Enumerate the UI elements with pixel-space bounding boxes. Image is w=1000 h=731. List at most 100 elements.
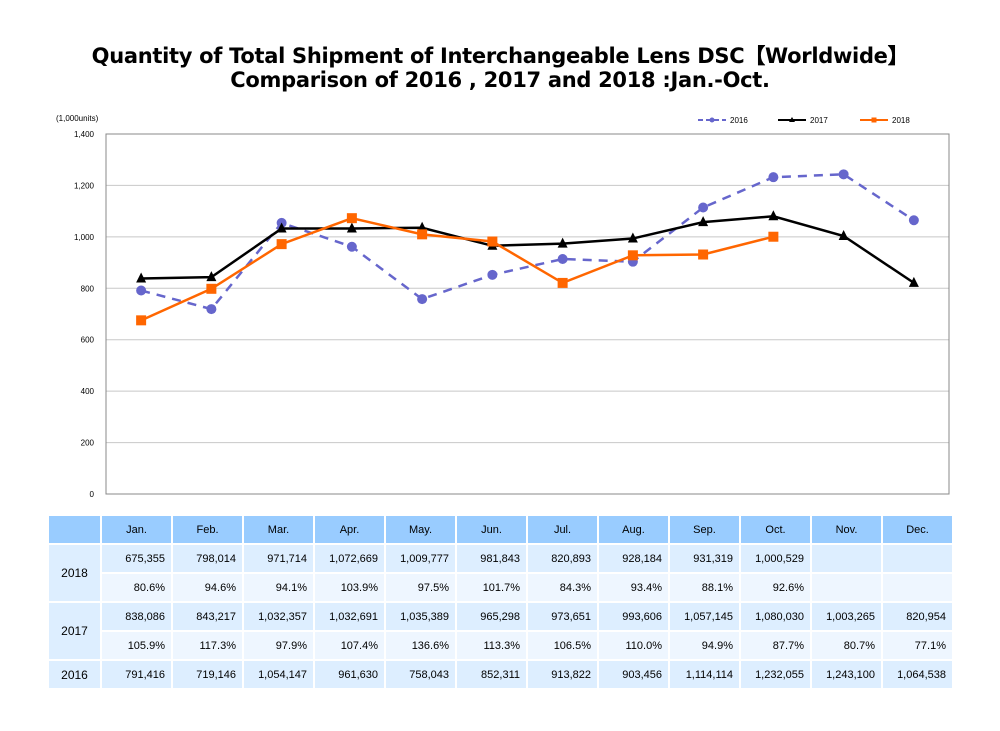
y-tick-label: 600 bbox=[81, 336, 95, 345]
data-point-2016-feb bbox=[206, 304, 217, 315]
units-cell: 928,184 bbox=[599, 545, 668, 572]
table-header-row: Jan. Feb. Mar. Apr. May. Jun. Jul. Aug. Sep. Oct.… bbox=[49, 516, 952, 543]
data-point-2018-mar bbox=[276, 239, 287, 250]
units-cell: 675,355 bbox=[102, 545, 171, 572]
ratio-cell bbox=[883, 574, 952, 601]
legend-marker-2016 bbox=[709, 117, 715, 123]
legend-item-2016: 2016 bbox=[698, 116, 748, 125]
units-cell: 1,064,538 bbox=[883, 661, 952, 688]
units-cell: 791,416 bbox=[102, 661, 171, 688]
units-cell: 903,456 bbox=[599, 661, 668, 688]
data-point-2017-apr bbox=[346, 222, 357, 233]
data-point-2017-mar bbox=[276, 222, 287, 233]
month-header: Dec. bbox=[883, 516, 952, 543]
data-point-2017-jan bbox=[136, 272, 147, 283]
units-cell: 820,893 bbox=[528, 545, 597, 572]
ratio-cell: 110.0% bbox=[599, 632, 668, 659]
series-line-2016 bbox=[140, 173, 915, 311]
units-cell: 973,651 bbox=[528, 603, 597, 630]
month-header: Aug. bbox=[599, 516, 668, 543]
units-cell: 1,057,145 bbox=[670, 603, 739, 630]
series-line-2017 bbox=[141, 215, 915, 284]
legend-item-2017: 2017 bbox=[778, 116, 828, 125]
ratio-cell: 107.4% bbox=[315, 632, 384, 659]
y-tick-label: 200 bbox=[81, 439, 95, 448]
ratio-cell: 106.5% bbox=[528, 632, 597, 659]
units-cell: 1,009,777 bbox=[386, 545, 455, 572]
units-cell: 1,243,100 bbox=[812, 661, 881, 688]
month-header: Feb. bbox=[173, 516, 242, 543]
month-header: Apr. bbox=[315, 516, 384, 543]
ratio-cell: 105.9% bbox=[102, 632, 171, 659]
data-point-2018-feb bbox=[206, 283, 217, 294]
month-header: Sep. bbox=[670, 516, 739, 543]
units-cell: 758,043 bbox=[386, 661, 455, 688]
units-cell: 1,032,357 bbox=[244, 603, 313, 630]
data-point-2017-aug bbox=[627, 232, 638, 243]
ratio-cell: 94.9% bbox=[670, 632, 739, 659]
chart-title-line-1: Quantity of Total Shipment of Interchang… bbox=[91, 44, 909, 68]
y-axis-unit-label: (1,000units) bbox=[56, 114, 99, 123]
table-row-2017-ratio: 105.9% 117.3% 97.9% 107.4% 136.6% 113.3% 106.5… bbox=[49, 632, 952, 659]
ratio-cell: 93.4% bbox=[599, 574, 668, 601]
units-cell: 993,606 bbox=[599, 603, 668, 630]
table-corner-cell bbox=[49, 516, 100, 543]
ratio-cell: 84.3% bbox=[528, 574, 597, 601]
units-cell bbox=[812, 545, 881, 572]
data-point-2016-jul bbox=[557, 254, 568, 265]
legend-label-2018: 2018 bbox=[892, 116, 910, 125]
data-point-2018-may bbox=[417, 229, 428, 240]
units-cell: 1,003,265 bbox=[812, 603, 881, 630]
year-label: 2016 bbox=[49, 661, 100, 688]
legend-label-2016: 2016 bbox=[730, 116, 748, 125]
units-cell bbox=[883, 545, 952, 572]
data-point-2016-may bbox=[417, 294, 428, 305]
ratio-cell: 92.6% bbox=[741, 574, 810, 601]
gridlines bbox=[106, 184, 949, 444]
month-header: Jun. bbox=[457, 516, 526, 543]
ratio-cell: 87.7% bbox=[741, 632, 810, 659]
ratio-cell: 97.5% bbox=[386, 574, 455, 601]
data-point-2016-oct bbox=[768, 172, 779, 183]
data-table: Jan. Feb. Mar. Apr. May. Jun. Jul. Aug. Sep. Oct.… bbox=[47, 514, 954, 690]
month-header: May. bbox=[386, 516, 455, 543]
units-cell: 1,054,147 bbox=[244, 661, 313, 688]
data-point-2016-dec bbox=[908, 215, 919, 226]
data-point-2018-oct bbox=[768, 231, 779, 242]
units-cell: 1,072,669 bbox=[315, 545, 384, 572]
units-cell: 1,114,114 bbox=[670, 661, 739, 688]
data-point-2018-aug bbox=[627, 250, 638, 261]
units-cell: 913,822 bbox=[528, 661, 597, 688]
units-cell: 1,232,055 bbox=[741, 661, 810, 688]
units-cell: 838,086 bbox=[102, 603, 171, 630]
series-2018 bbox=[136, 213, 779, 326]
legend-label-2017: 2017 bbox=[810, 116, 828, 125]
data-point-2017-nov bbox=[838, 230, 849, 241]
units-cell: 820,954 bbox=[883, 603, 952, 630]
legend-marker-2017 bbox=[789, 117, 795, 122]
ratio-cell: 136.6% bbox=[386, 632, 455, 659]
data-point-2016-nov bbox=[838, 169, 849, 180]
units-cell: 719,146 bbox=[173, 661, 242, 688]
plot-area-frame bbox=[105, 133, 950, 495]
data-point-2016-jan bbox=[136, 285, 147, 296]
y-tick-label: 1,200 bbox=[74, 181, 95, 190]
ratio-cell: 103.9% bbox=[315, 574, 384, 601]
year-label: 2017 bbox=[49, 603, 100, 659]
units-cell: 971,714 bbox=[244, 545, 313, 572]
units-cell: 1,035,389 bbox=[386, 603, 455, 630]
data-point-2017-jul bbox=[557, 237, 568, 248]
series-2017 bbox=[136, 210, 919, 287]
ratio-cell: 117.3% bbox=[173, 632, 242, 659]
data-point-2017-may bbox=[417, 221, 428, 232]
data-point-2018-jun bbox=[487, 236, 498, 247]
ratio-cell: 80.6% bbox=[102, 574, 171, 601]
ratio-cell: 101.7% bbox=[457, 574, 526, 601]
units-cell: 981,843 bbox=[457, 545, 526, 572]
ratio-cell: 94.1% bbox=[244, 574, 313, 601]
ratio-cell: 88.1% bbox=[670, 574, 739, 601]
units-cell: 931,319 bbox=[670, 545, 739, 572]
series-2016 bbox=[136, 169, 919, 315]
y-tick-label: 1,400 bbox=[74, 130, 95, 139]
table-row-2016-units: 2016 791,416 719,146 1,054,147 961,630 758,04… bbox=[49, 661, 952, 688]
